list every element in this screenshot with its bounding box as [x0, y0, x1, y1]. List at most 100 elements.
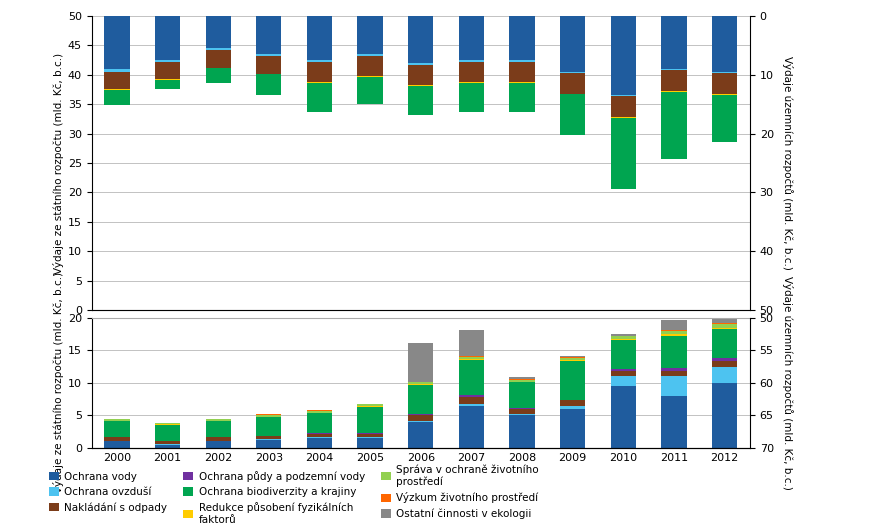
- Bar: [610, 118, 636, 189]
- Bar: [509, 382, 535, 408]
- Bar: [712, 323, 737, 324]
- Bar: [509, 409, 535, 414]
- Bar: [712, 383, 737, 448]
- Legend: Ochrana vody, Ochrana ovzduší, Nakládání s odpady, Ochrana půdy a podzemní vody,: Ochrana vody, Ochrana ovzduší, Nakládání…: [49, 464, 539, 525]
- Bar: [661, 396, 686, 448]
- Bar: [256, 436, 282, 439]
- Y-axis label: Výdaje ze státního rozpočtu (mld. Kč, b.c.): Výdaje ze státního rozpočtu (mld. Kč, b.…: [52, 52, 64, 273]
- Bar: [712, 324, 737, 328]
- Bar: [408, 65, 433, 85]
- Bar: [155, 425, 181, 441]
- Bar: [509, 83, 535, 112]
- Bar: [459, 83, 484, 112]
- Bar: [661, 371, 686, 376]
- Bar: [206, 50, 231, 68]
- Bar: [560, 401, 585, 405]
- Bar: [206, 68, 231, 83]
- Bar: [509, 60, 535, 62]
- Bar: [155, 445, 181, 448]
- Bar: [358, 438, 383, 448]
- Bar: [712, 72, 737, 73]
- Bar: [459, 356, 484, 357]
- Bar: [509, 377, 535, 379]
- Bar: [459, 60, 484, 62]
- Bar: [358, 56, 383, 76]
- Bar: [307, 411, 332, 413]
- Bar: [661, 91, 686, 92]
- Bar: [155, 441, 181, 444]
- Bar: [155, 444, 181, 445]
- Y-axis label: Výdaje ze státního rozpočtu (mld. Kč, b.c.): Výdaje ze státního rozpočtu (mld. Kč, b.…: [52, 272, 64, 493]
- Bar: [358, 54, 383, 56]
- Bar: [256, 415, 282, 417]
- Bar: [358, 76, 383, 77]
- Bar: [155, 80, 181, 89]
- Bar: [661, 368, 686, 371]
- Bar: [661, 16, 686, 69]
- Bar: [206, 48, 231, 50]
- Bar: [459, 16, 484, 60]
- Bar: [661, 376, 686, 396]
- Bar: [661, 335, 686, 368]
- Bar: [560, 356, 585, 357]
- Bar: [307, 82, 332, 83]
- Bar: [105, 421, 130, 437]
- Bar: [408, 385, 433, 414]
- Bar: [459, 405, 484, 448]
- Bar: [712, 95, 737, 142]
- Bar: [560, 94, 585, 135]
- Bar: [206, 437, 231, 441]
- Bar: [155, 62, 181, 80]
- Bar: [459, 330, 484, 356]
- Bar: [105, 437, 130, 441]
- Bar: [610, 376, 636, 386]
- Bar: [206, 421, 231, 437]
- Y-axis label: Výdaje územních rozpočtů (mld. Kč, b.c.): Výdaje územních rozpočtů (mld. Kč, b.c.): [782, 56, 794, 270]
- Bar: [560, 360, 585, 361]
- Bar: [610, 369, 636, 371]
- Bar: [560, 405, 585, 409]
- Bar: [256, 439, 282, 440]
- Bar: [610, 95, 636, 96]
- Bar: [256, 74, 282, 95]
- Bar: [408, 384, 433, 385]
- Bar: [256, 440, 282, 448]
- Bar: [307, 60, 332, 62]
- Bar: [610, 336, 636, 339]
- Bar: [358, 433, 383, 434]
- Bar: [459, 359, 484, 395]
- Bar: [408, 382, 433, 384]
- Bar: [105, 441, 130, 448]
- Bar: [712, 329, 737, 358]
- Bar: [408, 414, 433, 416]
- Bar: [408, 416, 433, 421]
- Bar: [610, 340, 636, 369]
- Bar: [358, 404, 383, 407]
- Bar: [408, 16, 433, 63]
- Bar: [408, 63, 433, 65]
- Bar: [610, 371, 636, 376]
- Bar: [661, 69, 686, 70]
- Bar: [661, 330, 686, 331]
- Bar: [610, 96, 636, 117]
- Bar: [661, 334, 686, 335]
- Bar: [307, 434, 332, 437]
- Bar: [256, 56, 282, 74]
- Bar: [155, 16, 181, 60]
- Bar: [560, 409, 585, 448]
- Bar: [358, 434, 383, 437]
- Bar: [105, 90, 130, 105]
- Bar: [509, 379, 535, 382]
- Bar: [509, 62, 535, 82]
- Bar: [408, 85, 433, 86]
- Bar: [560, 400, 585, 401]
- Bar: [358, 437, 383, 438]
- Bar: [459, 404, 484, 405]
- Bar: [459, 397, 484, 404]
- Bar: [661, 92, 686, 160]
- Bar: [712, 73, 737, 94]
- Bar: [610, 386, 636, 448]
- Bar: [610, 339, 636, 340]
- Bar: [307, 413, 332, 433]
- Bar: [509, 416, 535, 448]
